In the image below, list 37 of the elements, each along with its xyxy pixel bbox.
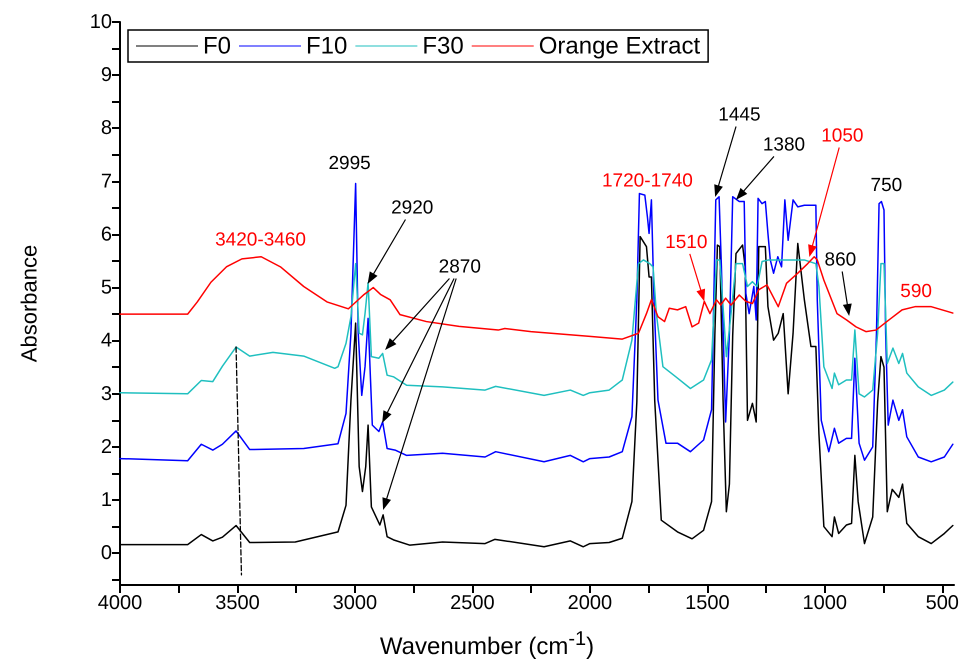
y-tick-label: 9 (100, 64, 112, 86)
annotation: 3420-3460 (215, 229, 306, 250)
x-tick-label: 500 (926, 592, 959, 614)
annotation: 860 (824, 250, 856, 270)
y-tick-label: 0 (100, 542, 112, 564)
x-tick-label: 3500 (215, 592, 260, 614)
legend-label: F30 (422, 32, 464, 60)
y-tick-label: 8 (100, 117, 112, 140)
y-tick-label: 4 (100, 330, 112, 352)
x-tick-label: 1000 (802, 592, 848, 614)
annotation: 1720-1740 (602, 170, 693, 192)
x-tick-label: 2500 (450, 592, 495, 614)
y-tick-label: 10 (90, 11, 112, 33)
annotation: 2870 (438, 256, 481, 278)
y-tick-label: 6 (100, 223, 112, 246)
y-tick-label: 1 (100, 489, 112, 512)
x-axis-title: Wavenumber (cm$^{-1}$) (378, 628, 596, 661)
annotation: 590 (900, 281, 932, 302)
legend-label: Orange Extract (538, 32, 700, 60)
annotation: 1380 (762, 134, 806, 156)
y-axis-title: Absorbance (16, 244, 42, 362)
x-tick-label: 2000 (568, 592, 612, 614)
y-tick-label: 7 (100, 170, 112, 192)
y-tick-label: 3 (100, 382, 112, 405)
annotation: 1050 (821, 126, 864, 146)
x-tick-label: 3000 (332, 592, 378, 614)
annotation: 1510 (665, 232, 708, 253)
x-tick-label: 1500 (685, 592, 730, 614)
annotation: 750 (870, 175, 902, 196)
annotation: 1445 (718, 104, 761, 126)
x-tick-label: 4000 (98, 592, 142, 614)
annotation: 2995 (328, 152, 371, 174)
legend-label: F0 (203, 32, 232, 60)
annotation: 2920 (391, 198, 434, 218)
y-tick-label: 5 (100, 276, 112, 299)
legend-label: F10 (306, 32, 348, 60)
y-tick-label: 2 (100, 436, 112, 458)
